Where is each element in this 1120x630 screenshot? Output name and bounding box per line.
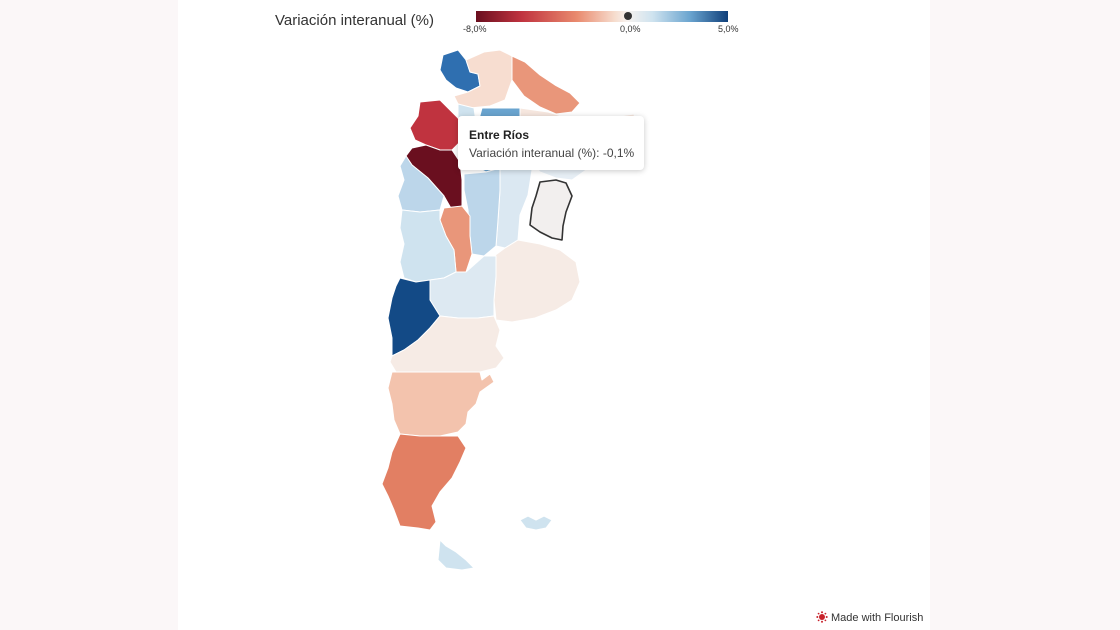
- flourish-logo-icon: [816, 611, 828, 623]
- province-catamarca[interactable]: [409, 99, 461, 151]
- legend-value-marker: [624, 12, 632, 20]
- islands-malvinas[interactable]: [519, 515, 553, 531]
- province-formosa[interactable]: [511, 55, 581, 115]
- province-tierra-del-fuego[interactable]: [437, 539, 475, 571]
- province-buenos-aires[interactable]: [493, 239, 581, 323]
- credit-label: Made with Flourish: [831, 612, 924, 624]
- province-chubut[interactable]: [387, 371, 495, 437]
- province-rio-negro[interactable]: [389, 315, 505, 373]
- legend-tick-max: 5,0%: [718, 24, 739, 34]
- tooltip: Entre Ríos Variación interanual (%): -0,…: [458, 116, 644, 170]
- legend-title: Variación interanual (%): [275, 12, 434, 29]
- province-santa-cruz[interactable]: [381, 433, 467, 531]
- tooltip-title: Entre Ríos: [469, 128, 530, 142]
- legend-tick-zero: 0,0%: [620, 24, 641, 34]
- tooltip-value: Variación interanual (%): -0,1%: [469, 146, 635, 160]
- legend-tick-min: -8,0%: [463, 24, 487, 34]
- flourish-credit[interactable]: Made with Flourish: [816, 611, 923, 624]
- province-entre-rios[interactable]: [529, 179, 573, 241]
- legend-color-scale: [476, 11, 728, 22]
